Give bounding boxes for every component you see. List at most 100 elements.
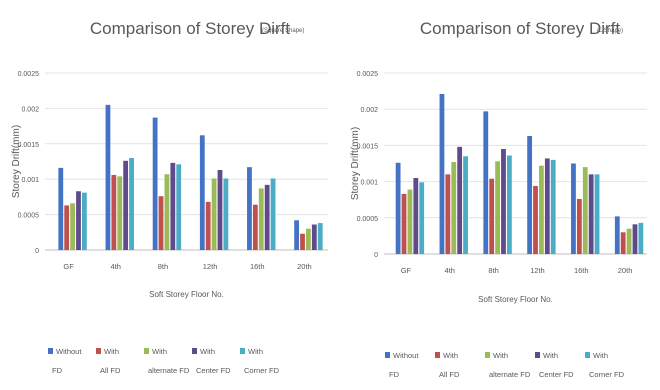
- legend-label: With: [443, 351, 458, 360]
- y-tick-label: 0: [374, 252, 378, 259]
- legend-item: With Center FD: [535, 351, 574, 379]
- x-tick-label: 8th: [488, 266, 498, 275]
- x-axis-title: Soft Storey Floor No.: [478, 295, 553, 304]
- legend-swatch: [385, 352, 390, 358]
- bar: [588, 174, 594, 254]
- bar: [483, 111, 489, 254]
- y-tick-label: 0.002: [360, 107, 378, 114]
- chart-title: Comparison of Storey Dirft: [90, 19, 291, 38]
- legend-label: With: [152, 347, 167, 356]
- bar: [164, 174, 170, 250]
- bar: [506, 155, 512, 254]
- bar: [117, 176, 123, 250]
- bar: [501, 149, 506, 254]
- bar: [439, 93, 445, 254]
- legend-label: With: [200, 347, 215, 356]
- legend-label-line2: Corner FD: [589, 370, 625, 379]
- bar: [527, 135, 533, 254]
- bar: [300, 233, 305, 250]
- legend-swatch: [48, 348, 53, 354]
- bar: [463, 156, 468, 254]
- legend-label: With: [543, 351, 558, 360]
- bar: [419, 182, 425, 254]
- legend-label-line2: Center FD: [539, 370, 574, 379]
- bar: [170, 162, 176, 250]
- legend-item: With Corner FD: [240, 347, 280, 375]
- bar: [582, 167, 588, 254]
- bar: [199, 135, 205, 250]
- bar: [638, 222, 644, 254]
- legend-swatch: [144, 348, 149, 354]
- legend-swatch: [435, 352, 440, 358]
- x-tick-label: 20th: [297, 262, 312, 271]
- legend-item: With alternate FD: [144, 347, 190, 375]
- bar: [158, 196, 164, 250]
- bar: [445, 174, 451, 254]
- y-tick-label: 0.0025: [18, 71, 40, 78]
- bar: [457, 146, 463, 254]
- legend-item: Without FD: [385, 351, 419, 379]
- x-tick-label: 20th: [618, 266, 633, 275]
- x-tick-label: 16th: [574, 266, 589, 275]
- x-tick-label: GF: [63, 262, 74, 271]
- legend-label: Without: [56, 347, 82, 356]
- bar: [211, 178, 217, 250]
- legend: Without FD With All FD With alternate FD With C…: [48, 347, 280, 375]
- y-tick-label: 0.002: [21, 106, 39, 113]
- legend-label: With: [104, 347, 119, 356]
- legend-label: Without: [393, 351, 419, 360]
- bar: [407, 189, 413, 254]
- legend-label-line2: All FD: [100, 366, 121, 375]
- legend-item: With All FD: [96, 347, 121, 375]
- legend-swatch: [96, 348, 101, 354]
- bar: [58, 167, 64, 250]
- y-axis-title: Storey Drift(mm): [11, 125, 22, 198]
- legend-item: With Corner FD: [585, 351, 625, 379]
- bar: [223, 178, 229, 250]
- y-tick-label: 0.0015: [357, 143, 379, 150]
- legend-label-line2: alternate FD: [489, 370, 531, 379]
- bar: [306, 228, 311, 250]
- bar: [64, 205, 70, 250]
- legend-label-line2: FD: [52, 366, 63, 375]
- bar: [129, 157, 134, 250]
- bar: [544, 158, 550, 254]
- legend-item: With Center FD: [192, 347, 231, 375]
- bar: [76, 191, 81, 250]
- legend-label-line2: Center FD: [196, 366, 231, 375]
- bar: [550, 159, 556, 254]
- bar: [70, 203, 75, 250]
- legend-label-line2: All FD: [439, 370, 460, 379]
- bar: [205, 201, 211, 250]
- bar: [576, 198, 582, 254]
- bar: [252, 204, 258, 250]
- bar: [539, 165, 544, 254]
- bar: [81, 192, 87, 250]
- legend-label-line2: FD: [389, 370, 400, 379]
- legend-item: Without FD: [48, 347, 82, 375]
- x-tick-label: GF: [401, 266, 412, 275]
- chart-square: Comparison of Storey Dirft(Square Shape)…: [11, 19, 328, 375]
- y-axis-title: Storey Drift(mm): [350, 127, 361, 200]
- bar: [123, 160, 129, 250]
- x-tick-label: 8th: [158, 262, 168, 271]
- y-tick-label: 0.001: [360, 180, 378, 187]
- bar: [264, 184, 270, 250]
- legend-swatch: [535, 352, 540, 358]
- bar: [413, 177, 419, 254]
- bar: [401, 193, 407, 254]
- legend-label-line2: Corner FD: [244, 366, 280, 375]
- bar: [270, 178, 276, 250]
- legend-label: With: [493, 351, 508, 360]
- bar: [317, 223, 323, 250]
- legend: Without FD With All FD With alternate FD With C…: [385, 351, 625, 379]
- legend-swatch: [485, 352, 490, 358]
- x-axis-title: Soft Storey Floor No.: [149, 290, 224, 299]
- y-tick-label: 0.0025: [357, 71, 379, 78]
- x-tick-label: 12th: [203, 262, 218, 271]
- bar: [111, 174, 117, 250]
- bar: [594, 174, 600, 254]
- bar: [152, 117, 158, 250]
- x-tick-label: 4th: [111, 262, 121, 271]
